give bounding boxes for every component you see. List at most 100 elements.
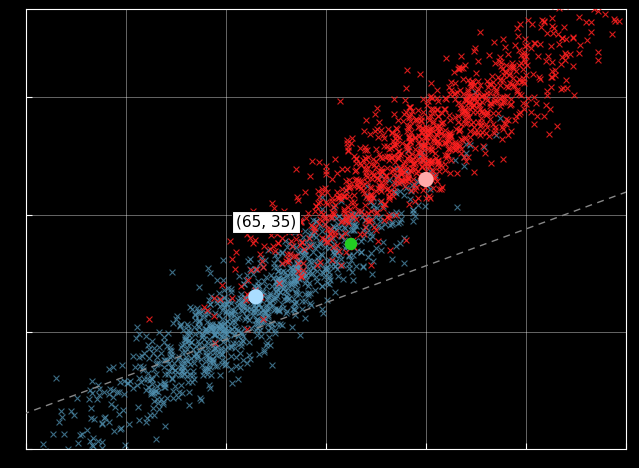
Point bbox=[489, 129, 499, 137]
Point bbox=[502, 93, 512, 100]
Point bbox=[114, 410, 125, 418]
Point bbox=[404, 138, 415, 145]
Point bbox=[546, 43, 557, 50]
Point bbox=[454, 87, 465, 94]
Point bbox=[163, 370, 173, 378]
Point bbox=[330, 246, 341, 254]
Point bbox=[583, 0, 594, 7]
Point bbox=[269, 293, 279, 300]
Point bbox=[389, 153, 399, 160]
Point bbox=[314, 158, 325, 166]
Point bbox=[516, 51, 527, 59]
Point bbox=[323, 274, 334, 281]
Point bbox=[418, 142, 428, 149]
Point bbox=[154, 405, 164, 413]
Point bbox=[481, 129, 491, 136]
Point bbox=[312, 267, 322, 275]
Point bbox=[325, 229, 335, 236]
Point bbox=[201, 371, 212, 378]
Point bbox=[154, 343, 164, 351]
Point bbox=[482, 109, 492, 116]
Point bbox=[163, 329, 173, 336]
Point bbox=[191, 342, 201, 350]
Point bbox=[110, 403, 120, 410]
Point bbox=[390, 179, 400, 187]
Point bbox=[532, 113, 542, 120]
Point bbox=[376, 187, 386, 195]
Point bbox=[118, 406, 128, 414]
Point bbox=[176, 381, 186, 389]
Point bbox=[160, 383, 171, 391]
Point bbox=[98, 388, 109, 396]
Point bbox=[253, 316, 263, 323]
Point bbox=[420, 124, 431, 131]
Point bbox=[100, 413, 110, 421]
Point bbox=[243, 316, 254, 324]
Point bbox=[401, 184, 412, 191]
Point bbox=[341, 186, 351, 194]
Point bbox=[386, 210, 396, 218]
Point bbox=[291, 263, 302, 271]
Point bbox=[508, 64, 518, 72]
Point bbox=[567, 34, 578, 42]
Point bbox=[49, 430, 59, 438]
Point bbox=[383, 156, 394, 164]
Point bbox=[263, 294, 273, 301]
Point bbox=[296, 271, 307, 278]
Point bbox=[417, 149, 427, 156]
Point bbox=[174, 389, 184, 396]
Point bbox=[258, 288, 268, 295]
Point bbox=[355, 248, 366, 256]
Point bbox=[417, 140, 427, 148]
Point bbox=[231, 339, 242, 347]
Point bbox=[613, 17, 624, 25]
Point bbox=[366, 249, 376, 256]
Point bbox=[343, 147, 353, 155]
Point bbox=[205, 320, 215, 328]
Point bbox=[470, 93, 481, 100]
Point bbox=[261, 282, 271, 290]
Point bbox=[284, 228, 294, 235]
Point bbox=[167, 269, 177, 276]
Point bbox=[344, 185, 355, 192]
Point bbox=[295, 256, 305, 264]
Point bbox=[350, 167, 360, 174]
Point bbox=[422, 102, 432, 109]
Point bbox=[497, 63, 507, 70]
Point bbox=[485, 99, 495, 106]
Point bbox=[220, 345, 230, 352]
Point bbox=[237, 298, 247, 305]
Point bbox=[204, 296, 214, 304]
Point bbox=[412, 157, 422, 164]
Point bbox=[381, 153, 392, 160]
Point bbox=[227, 306, 238, 314]
Point bbox=[561, 51, 571, 58]
Point bbox=[237, 302, 247, 309]
Point bbox=[559, 50, 569, 57]
Point bbox=[366, 192, 376, 200]
Point bbox=[379, 134, 389, 142]
Point bbox=[317, 251, 327, 258]
Point bbox=[403, 173, 413, 181]
Point bbox=[144, 315, 154, 322]
Point bbox=[475, 119, 486, 126]
Point bbox=[417, 162, 427, 170]
Point bbox=[376, 172, 386, 179]
Point bbox=[490, 96, 500, 103]
Point bbox=[255, 293, 265, 301]
Point bbox=[238, 300, 249, 307]
Point bbox=[412, 177, 422, 185]
Point bbox=[108, 364, 118, 371]
Point bbox=[300, 228, 310, 235]
Point bbox=[296, 239, 307, 246]
Point bbox=[593, 48, 603, 56]
Point bbox=[455, 105, 465, 112]
Point bbox=[286, 214, 296, 222]
Point bbox=[215, 336, 225, 343]
Point bbox=[144, 346, 154, 353]
Point bbox=[219, 303, 229, 311]
Point bbox=[481, 89, 491, 97]
Point bbox=[362, 165, 372, 172]
Point bbox=[433, 138, 443, 145]
Point bbox=[357, 214, 367, 221]
